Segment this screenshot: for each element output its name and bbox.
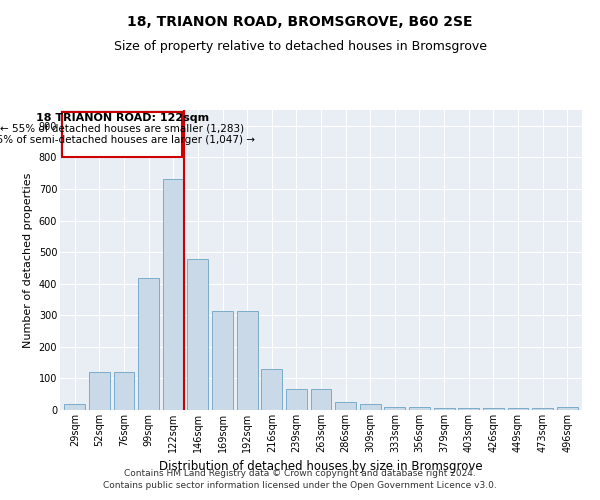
Bar <box>508 408 529 410</box>
Text: 18, TRIANON ROAD, BROMSGROVE, B60 2SE: 18, TRIANON ROAD, BROMSGROVE, B60 2SE <box>127 15 473 29</box>
Text: ← 55% of detached houses are smaller (1,283): ← 55% of detached houses are smaller (1,… <box>0 124 244 134</box>
Bar <box>311 390 331 410</box>
Y-axis label: Number of detached properties: Number of detached properties <box>23 172 33 348</box>
X-axis label: Distribution of detached houses by size in Bromsgrove: Distribution of detached houses by size … <box>159 460 483 473</box>
Text: 18 TRIANON ROAD: 122sqm: 18 TRIANON ROAD: 122sqm <box>35 113 209 123</box>
Bar <box>261 369 282 410</box>
Bar <box>483 408 504 410</box>
Bar <box>187 259 208 410</box>
Bar <box>113 372 134 410</box>
Bar <box>212 310 233 410</box>
Text: Size of property relative to detached houses in Bromsgrove: Size of property relative to detached ho… <box>113 40 487 53</box>
Bar <box>385 408 406 410</box>
Bar <box>138 278 159 410</box>
Bar <box>409 408 430 410</box>
Bar <box>557 408 578 410</box>
Bar <box>532 408 553 410</box>
Text: 45% of semi-detached houses are larger (1,047) →: 45% of semi-detached houses are larger (… <box>0 135 254 145</box>
Text: Contains HM Land Registry data © Crown copyright and database right 2024.
Contai: Contains HM Land Registry data © Crown c… <box>103 468 497 490</box>
Bar <box>163 180 184 410</box>
Bar <box>64 404 85 410</box>
FancyBboxPatch shape <box>62 112 182 158</box>
Bar <box>286 390 307 410</box>
Bar <box>434 408 455 410</box>
Bar <box>236 310 257 410</box>
Bar <box>360 404 381 410</box>
Bar <box>89 372 110 410</box>
Bar <box>458 408 479 410</box>
Bar <box>335 402 356 410</box>
